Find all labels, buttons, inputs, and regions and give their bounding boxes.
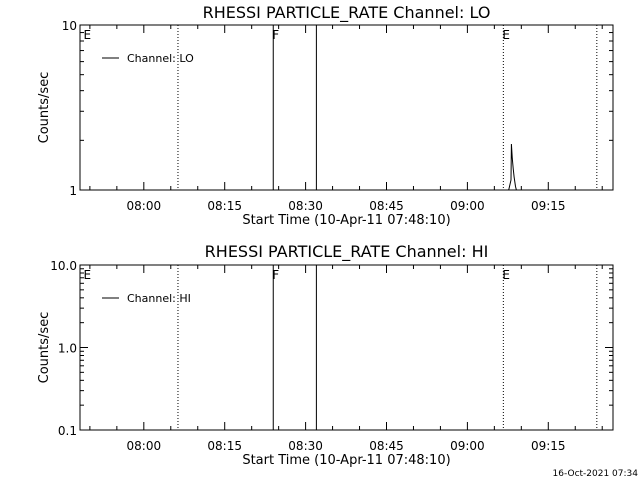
y-tick-label: 10.0 bbox=[50, 259, 77, 273]
y-tick-label: 10 bbox=[62, 19, 77, 33]
lo-channel-panel: RHESSI PARTICLE_RATE Channel: LO 08:00 08:… bbox=[37, 3, 614, 228]
x-tick-label: 08:45 bbox=[369, 199, 404, 213]
event-label: E bbox=[83, 28, 91, 42]
x-tick-label: 08:15 bbox=[207, 439, 242, 453]
event-label: E bbox=[502, 28, 510, 42]
x-axis-label: Start Time (10-Apr-11 07:48:10) bbox=[242, 213, 450, 228]
y-tick-label: 1 bbox=[69, 184, 77, 198]
event-label: E bbox=[502, 268, 510, 282]
y-tick-label: 1.0 bbox=[58, 342, 77, 356]
x-tick-label: 08:30 bbox=[288, 199, 323, 213]
y-tick-label: 0.1 bbox=[58, 424, 77, 438]
y-axis-label: Counts/sec bbox=[37, 72, 52, 144]
event-label: F bbox=[272, 28, 279, 42]
x-tick-label: 08:00 bbox=[127, 199, 162, 213]
x-tick-label: 09:00 bbox=[450, 439, 485, 453]
chart-title: RHESSI PARTICLE_RATE Channel: LO bbox=[203, 3, 491, 23]
plot-frame bbox=[79, 24, 614, 191]
legend-entry: Channel: LO bbox=[127, 52, 194, 65]
x-tick-label: 09:15 bbox=[531, 439, 566, 453]
hi-channel-panel: RHESSI PARTICLE_RATE Channel: HI 08:00 08:… bbox=[37, 242, 614, 468]
series-line bbox=[508, 143, 517, 191]
event-label: F bbox=[272, 268, 279, 282]
x-tick-label: 09:00 bbox=[450, 199, 485, 213]
x-tick-label: 08:00 bbox=[127, 439, 162, 453]
legend-entry: Channel: HI bbox=[127, 292, 191, 305]
x-tick-label: 08:30 bbox=[288, 439, 323, 453]
event-label: E bbox=[83, 268, 91, 282]
x-tick-label: 08:45 bbox=[369, 439, 404, 453]
x-axis-label: Start Time (10-Apr-11 07:48:10) bbox=[242, 453, 450, 468]
plot-frame bbox=[79, 264, 614, 431]
generation-timestamp: 16-Oct-2021 07:34 bbox=[553, 469, 639, 479]
chart-title: RHESSI PARTICLE_RATE Channel: HI bbox=[205, 242, 489, 262]
x-tick-label: 08:15 bbox=[207, 199, 242, 213]
x-tick-label: 09:15 bbox=[531, 199, 566, 213]
y-axis-label: Counts/sec bbox=[37, 312, 52, 384]
